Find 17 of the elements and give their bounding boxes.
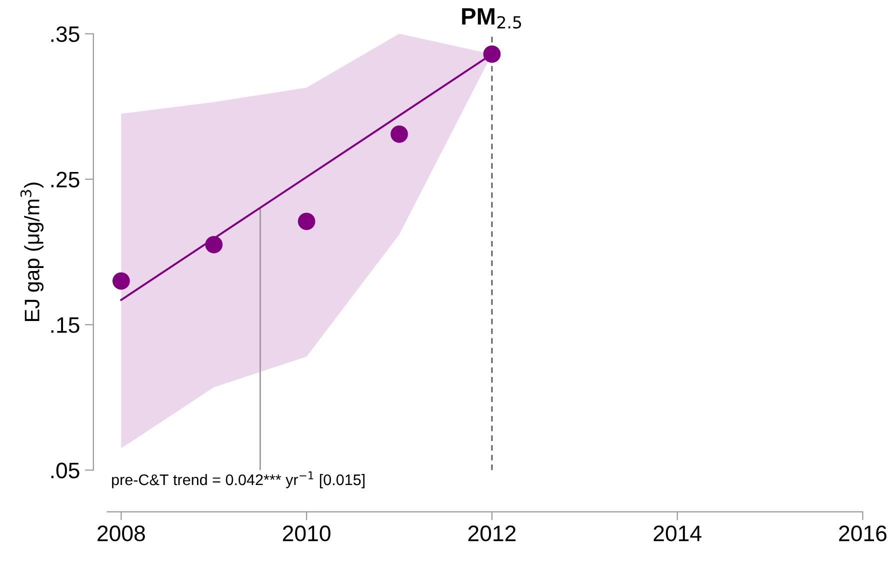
y-tick-label: .35 [51, 26, 80, 42]
y-tick-label: .15 [51, 317, 80, 333]
x-tick-label: 2008 [98, 526, 145, 542]
point [205, 236, 223, 254]
text: pre-C&T trend = 0.042*** yr$^{−1}$ [0.015] [112, 471, 365, 488]
x-tick-label: 2014 [654, 526, 702, 542]
point [112, 272, 130, 290]
y-tick-label: .25 [51, 172, 80, 188]
ref-line-label: PM$_{2.5}$ [462, 8, 522, 29]
point [298, 212, 316, 230]
x-tick-label: 2016 [839, 526, 886, 542]
y-axis-title: EJ gap (μg/m$^{3}$) [20, 182, 44, 321]
y-tick-label: .05 [51, 462, 80, 478]
x-tick-label: 2012 [468, 526, 516, 542]
point [390, 125, 408, 143]
x-tick-label: 2010 [282, 526, 330, 542]
point [483, 45, 501, 63]
